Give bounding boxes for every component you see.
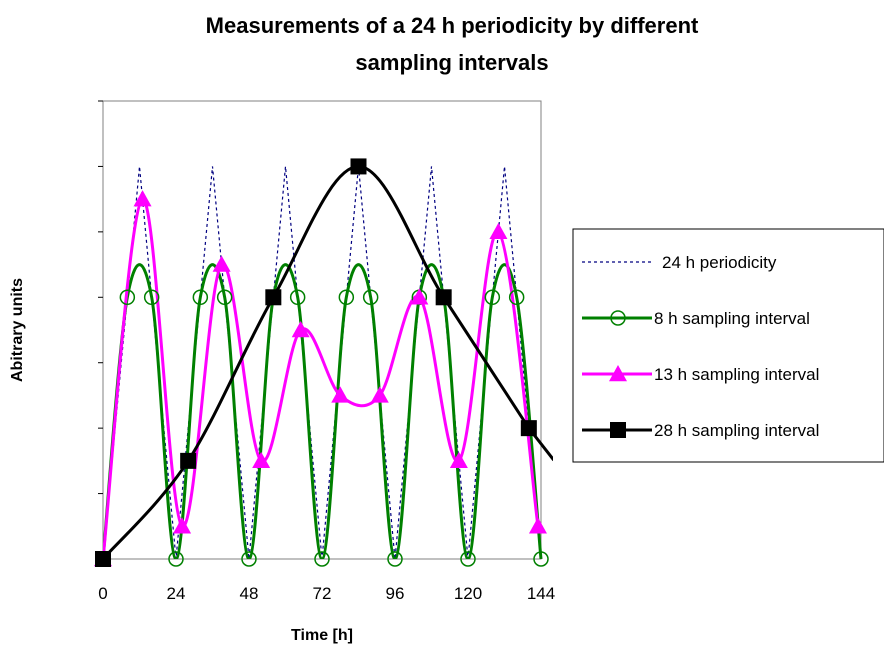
x-tick-label-4: 96 xyxy=(386,584,405,603)
series-1-point-18 xyxy=(533,551,549,567)
legend-label-3: 28 h sampling interval xyxy=(654,421,819,440)
legend-label-0: 24 h periodicity xyxy=(662,253,777,272)
series-2-point-4 xyxy=(252,451,271,469)
series-1-point-11 xyxy=(362,289,379,306)
series-1-point-16 xyxy=(484,289,501,306)
series-1-point-3 xyxy=(168,551,184,567)
series-markers xyxy=(94,158,549,567)
series-2-point-2 xyxy=(173,517,192,534)
series-1-point-1 xyxy=(119,289,136,306)
series-3-point-3 xyxy=(350,158,367,175)
x-tick-label-6: 144 xyxy=(527,584,555,603)
series-2-point-1 xyxy=(133,190,152,207)
series-3-point-4 xyxy=(435,289,452,306)
x-axis-ticks: 0 24 48 72 96 120 144 xyxy=(98,584,555,603)
y-axis-ticks xyxy=(98,100,103,560)
series-2-point-8 xyxy=(410,288,429,305)
chart-title-line-2: sampling intervals xyxy=(355,50,548,75)
series-1-point-17 xyxy=(508,289,525,306)
legend-marker-1 xyxy=(610,310,626,326)
legend-label-2: 13 h sampling interval xyxy=(654,365,819,384)
series-3-point-5 xyxy=(520,420,537,437)
series-1-point-15 xyxy=(460,551,476,567)
plot-area xyxy=(102,100,542,560)
series-2-point-7 xyxy=(370,386,389,403)
chart-title-line-1: Measurements of a 24 h periodicity by di… xyxy=(206,13,699,38)
series-1-point-9 xyxy=(314,551,330,567)
x-tick-label-1: 24 xyxy=(167,584,186,603)
series-1-point-5 xyxy=(216,289,233,306)
series-2-point-10 xyxy=(489,222,508,240)
series-1-point-10 xyxy=(338,289,355,306)
x-tick-label-3: 72 xyxy=(313,584,332,603)
series-2-point-11 xyxy=(528,517,547,534)
legend: 24 h periodicity 8 h sampling interval 13 … xyxy=(572,228,884,463)
x-tick-label-2: 48 xyxy=(240,584,259,603)
series-2-point-5 xyxy=(291,321,310,338)
series-1-point-6 xyxy=(241,551,257,567)
x-tick-label-0: 0 xyxy=(98,584,107,603)
series-3-point-1 xyxy=(180,452,197,469)
x-axis-label: Time [h] xyxy=(291,627,353,644)
series-1-point-12 xyxy=(387,551,403,567)
y-axis-label: Abitrary units xyxy=(9,278,26,382)
series-1-point-4 xyxy=(192,289,209,306)
series-3-point-2 xyxy=(265,289,282,306)
legend-label-1: 8 h sampling interval xyxy=(654,309,810,328)
series-2-point-3 xyxy=(212,255,231,272)
series-3-point-0 xyxy=(95,551,111,567)
series-2-point-9 xyxy=(449,451,468,469)
legend-marker-2 xyxy=(609,365,627,382)
series-1-point-8 xyxy=(289,289,306,306)
x-tick-label-5: 120 xyxy=(454,584,482,603)
series-1-point-2 xyxy=(143,289,160,306)
legend-marker-3 xyxy=(610,422,626,438)
series-2-point-6 xyxy=(331,386,350,403)
